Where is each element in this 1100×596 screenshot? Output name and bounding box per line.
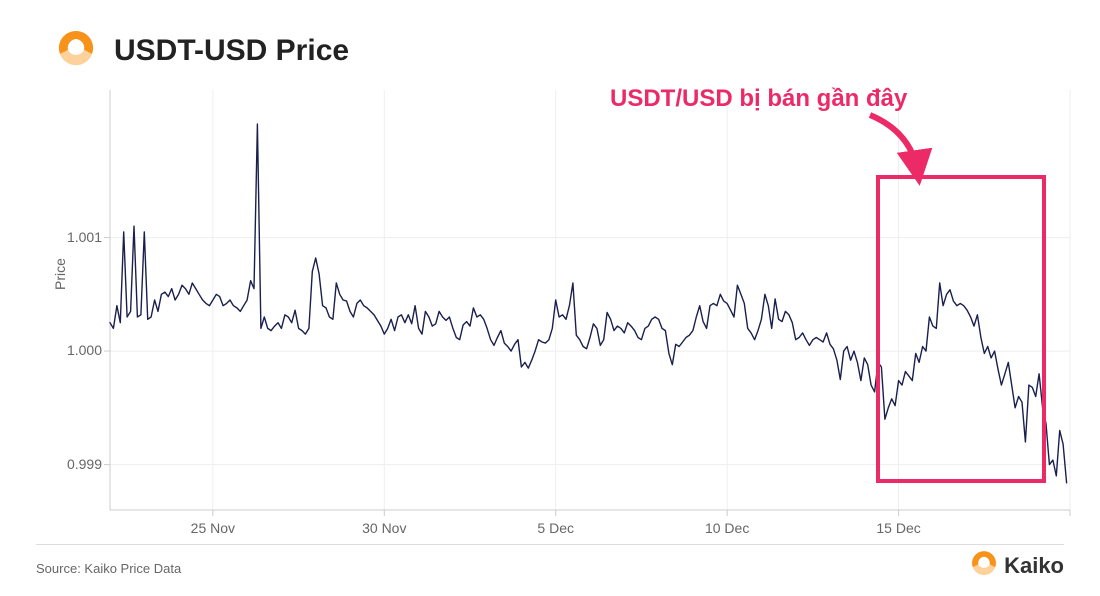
footer-brand-text: Kaiko — [1004, 553, 1064, 579]
chart-header: USDT-USD Price — [56, 28, 349, 73]
x-tick-label: 25 Nov — [191, 520, 235, 536]
x-tick-label: 15 Dec — [876, 520, 920, 536]
y-tick-label: 0.999 — [52, 456, 102, 472]
footer-logo: Kaiko — [970, 549, 1064, 582]
chart-title: USDT-USD Price — [114, 34, 349, 68]
annotation-label: USDT/USD bị bán gần đây — [610, 85, 907, 113]
x-tick-label: 10 Dec — [705, 520, 749, 536]
annotation-highlight-box — [876, 175, 1046, 483]
y-tick-label: 1.000 — [52, 342, 102, 358]
source-attribution: Source: Kaiko Price Data — [36, 561, 181, 576]
x-tick-label: 5 Dec — [537, 520, 574, 536]
kaiko-logo-icon — [56, 28, 96, 73]
y-axis-label: Price — [52, 258, 68, 290]
kaiko-logo-icon — [970, 549, 998, 582]
footer-separator — [36, 544, 1064, 545]
x-tick-label: 30 Nov — [362, 520, 406, 536]
y-tick-label: 1.001 — [52, 229, 102, 245]
